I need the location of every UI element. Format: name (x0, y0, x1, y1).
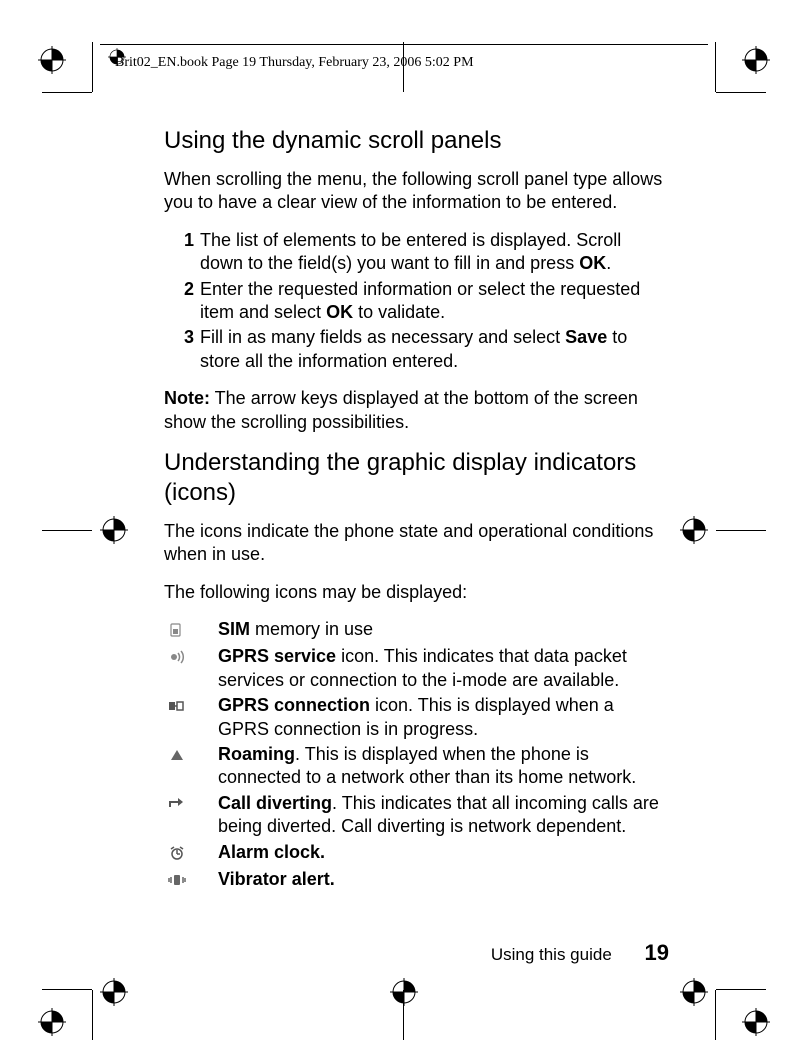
crop-mark (92, 990, 93, 1040)
page-footer: Using this guide 19 (164, 940, 669, 966)
header-rule (100, 44, 708, 45)
step-number: 1 (178, 229, 200, 276)
section1-note: Note: The arrow keys displayed at the bo… (164, 387, 669, 434)
step-text: Enter the requested information or selec… (200, 278, 669, 325)
registration-mark-icon (100, 978, 128, 1006)
icon-item: Alarm clock. (164, 841, 669, 866)
registration-mark-icon (38, 46, 66, 74)
icon-item: GPRS connection icon. This is displayed … (164, 694, 669, 741)
step-text: The list of elements to be entered is di… (200, 229, 669, 276)
crop-mark (715, 990, 716, 1040)
icon-item: Vibrator alert. (164, 868, 669, 893)
section2-intro2: The following icons may be displayed: (164, 581, 669, 604)
step-item: 3 Fill in as many fields as necessary an… (178, 326, 669, 373)
crop-mark (716, 989, 766, 990)
section1-steps: 1 The list of elements to be entered is … (178, 229, 669, 373)
vibrator-icon (164, 868, 218, 893)
section2-title: Understanding the graphic display indica… (164, 448, 669, 508)
registration-mark-icon (390, 978, 418, 1006)
step-number: 3 (178, 326, 200, 373)
icon-item-text: GPRS connection icon. This is displayed … (218, 694, 669, 741)
footer-chapter: Using this guide (491, 945, 612, 964)
alarm-clock-icon (164, 841, 218, 866)
icon-item-text: Call diverting. This indicates that all … (218, 792, 669, 839)
registration-mark-icon (38, 1008, 66, 1036)
crop-mark (42, 530, 92, 531)
section1-title: Using the dynamic scroll panels (164, 126, 669, 156)
crop-mark (715, 42, 716, 92)
registration-mark-icon (742, 1008, 770, 1036)
footer-page-number: 19 (645, 940, 669, 965)
header-text: Brit02_EN.book Page 19 Thursday, Februar… (115, 55, 474, 71)
step-item: 1 The list of elements to be entered is … (178, 229, 669, 276)
call-divert-icon (164, 792, 218, 839)
sim-icon (164, 618, 218, 643)
icon-item-text: SIM memory in use (218, 618, 669, 643)
icon-item: Roaming. This is displayed when the phon… (164, 743, 669, 790)
crop-mark (716, 530, 766, 531)
icon-item: SIM memory in use (164, 618, 669, 643)
registration-mark-icon (742, 46, 770, 74)
icon-item-text: Roaming. This is displayed when the phon… (218, 743, 669, 790)
icon-item-text: Vibrator alert. (218, 868, 669, 893)
icon-item: Call diverting. This indicates that all … (164, 792, 669, 839)
crop-mark (92, 42, 93, 92)
registration-mark-icon (680, 978, 708, 1006)
crop-mark (42, 92, 92, 93)
section2-intro1: The icons indicate the phone state and o… (164, 520, 669, 567)
step-text: Fill in as many fields as necessary and … (200, 326, 669, 373)
step-item: 2 Enter the requested information or sel… (178, 278, 669, 325)
roaming-icon (164, 743, 218, 790)
step-number: 2 (178, 278, 200, 325)
gprs-connection-icon (164, 694, 218, 741)
registration-mark-icon (680, 516, 708, 544)
section1-intro: When scrolling the menu, the following s… (164, 168, 669, 215)
registration-mark-icon (100, 516, 128, 544)
icon-item-text: GPRS service icon. This indicates that d… (218, 645, 669, 692)
icon-list: SIM memory in use GPRS service icon. Thi… (164, 618, 669, 893)
crop-mark (716, 92, 766, 93)
crop-mark (42, 989, 92, 990)
page-content: Using the dynamic scroll panels When scr… (164, 126, 669, 895)
gprs-service-icon (164, 645, 218, 692)
icon-item: GPRS service icon. This indicates that d… (164, 645, 669, 692)
icon-item-text: Alarm clock. (218, 841, 669, 866)
